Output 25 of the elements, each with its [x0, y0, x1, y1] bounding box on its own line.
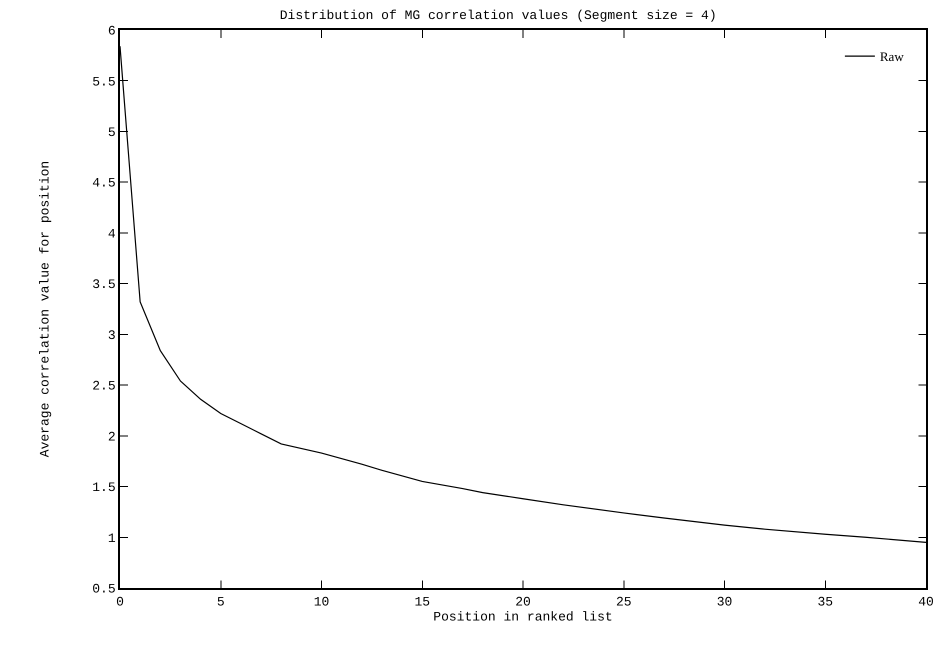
x-tick-label: 5	[216, 594, 225, 610]
chart-title: Distribution of MG correlation values (Segment size = 4)	[280, 8, 717, 23]
y-tick-label: 1	[108, 530, 116, 546]
y-tick-label: 3.5	[92, 277, 116, 292]
x-tick-label: 20	[515, 594, 531, 610]
y-tick-label: 4.5	[92, 176, 116, 191]
y-tick-label: 4	[108, 226, 116, 242]
y-tick-label: 5	[108, 125, 116, 140]
legend-label: Raw	[880, 49, 904, 64]
x-tick-label: 15	[414, 594, 430, 610]
y-tick-label: 0.5	[92, 582, 116, 597]
y-tick-label: 3	[108, 328, 116, 343]
y-tick-label: 2.5	[92, 378, 116, 394]
y-tick-label: 1.5	[92, 480, 116, 496]
x-tick-label: 30	[716, 594, 732, 610]
y-tick-label: 6	[108, 24, 116, 39]
x-tick-label: 0	[116, 594, 124, 610]
y-tick-label: 2	[108, 429, 116, 444]
x-tick-label: 35	[817, 594, 834, 610]
y-axis-title: Average correlation value for position	[38, 160, 53, 458]
y-tick-label: 5.5	[92, 74, 116, 90]
x-tick-label: 25	[616, 594, 632, 610]
x-tick-label: 40	[918, 594, 934, 610]
x-axis-title: Position in ranked list	[433, 609, 613, 624]
x-tick-label: 10	[314, 594, 330, 610]
